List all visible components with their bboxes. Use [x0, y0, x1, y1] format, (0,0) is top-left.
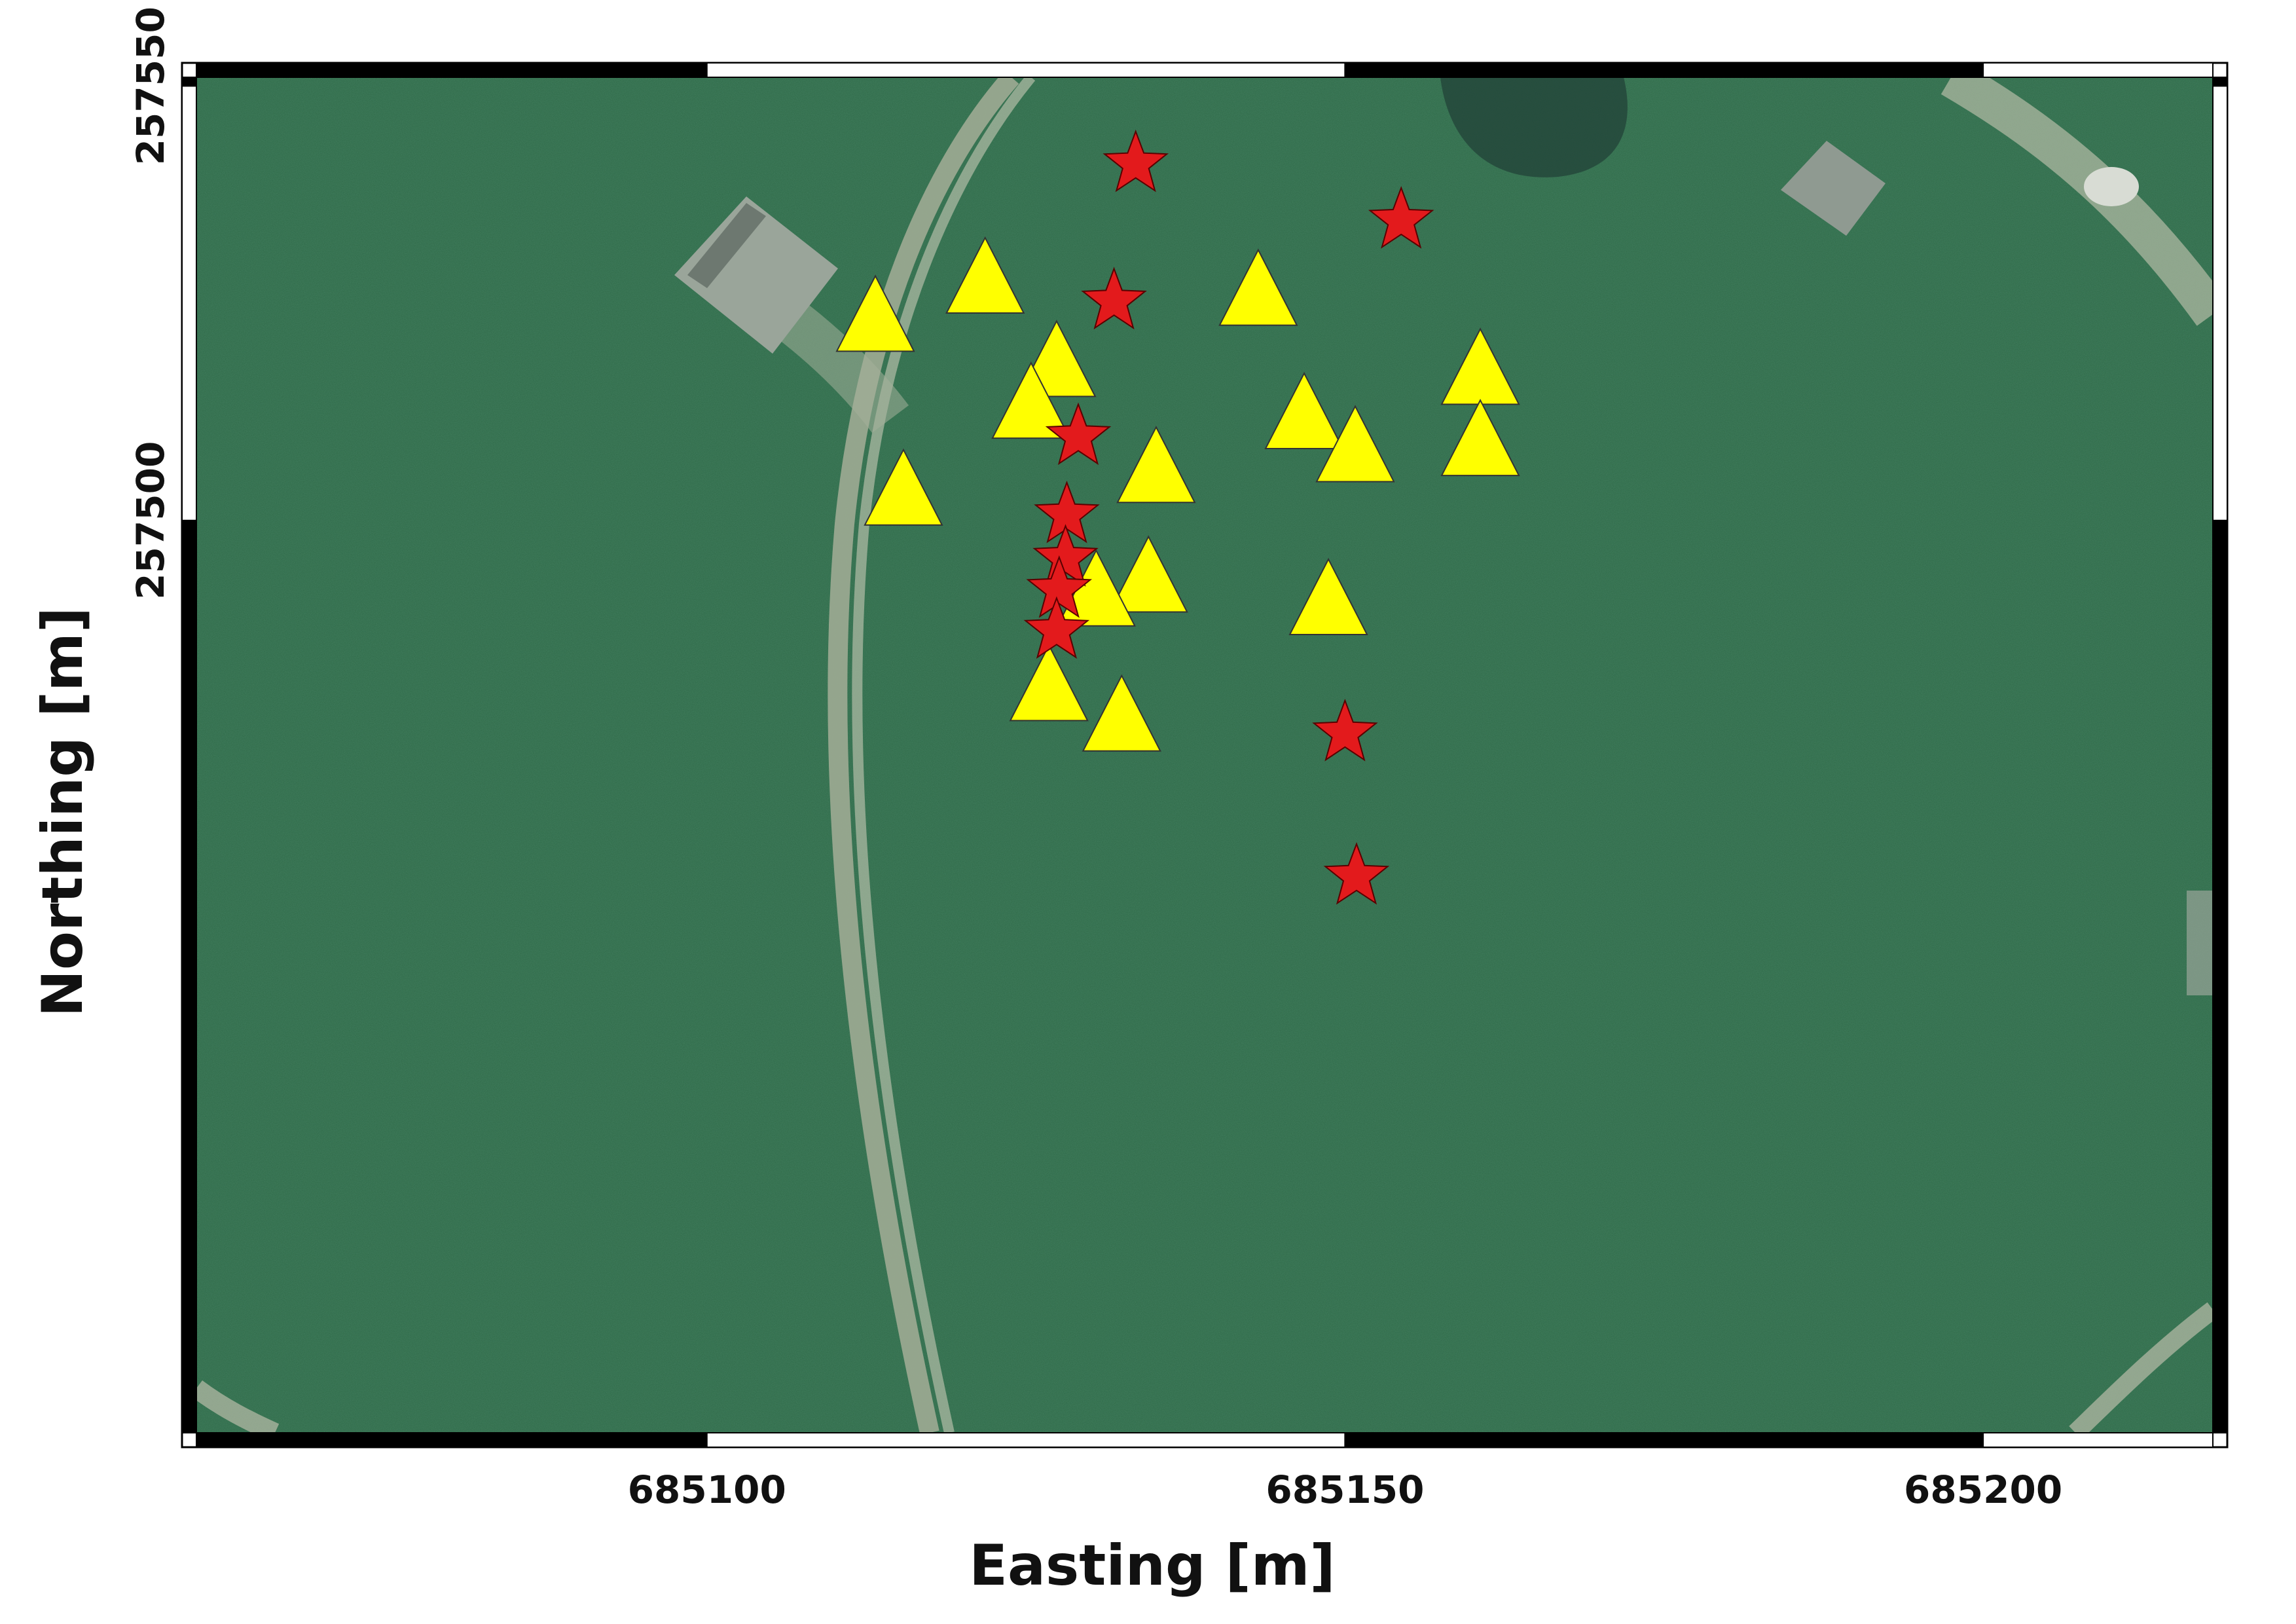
dirt-track-inner [828, 77, 1019, 1433]
station-triangle-marker [945, 236, 1025, 314]
x-axis-title: Easting [m] [969, 1533, 1336, 1598]
frame-segment-bottom [1982, 1432, 2214, 1448]
dark-tree-patch [1440, 77, 1628, 177]
marker-layer [835, 129, 1520, 905]
grass-texture [196, 77, 2213, 1433]
frame-segment-right [2212, 85, 2228, 521]
building-right [1781, 141, 1886, 236]
station-triangle-marker [1440, 398, 1520, 477]
map-frame [181, 62, 2229, 1449]
dirt-track-bottom-right [2069, 1302, 2213, 1433]
station-triangle-marker [1082, 674, 1161, 752]
station-triangle-marker [835, 274, 915, 352]
event-star-marker [1081, 267, 1147, 330]
station-triangle-marker [1218, 248, 1298, 326]
frame-segment-left [181, 77, 197, 87]
dirt-track-top-right [1941, 77, 2213, 326]
right-edge-structure [2187, 891, 2213, 995]
frame-segment-bottom [196, 1432, 708, 1448]
station-triangle-marker [864, 448, 943, 526]
event-star-marker [1312, 698, 1378, 762]
frame-segment-left [181, 519, 197, 1434]
frame-segment-bottom [1344, 1432, 1984, 1448]
frame-segment-top [196, 62, 708, 78]
vehicle [2084, 167, 2139, 206]
x-tick-label: 685150 [1266, 1467, 1424, 1512]
event-star-marker [1023, 596, 1090, 659]
frame-segment-top [1982, 62, 2214, 78]
frame-segment-top [706, 62, 1346, 78]
station-triangle-marker [1108, 535, 1188, 613]
x-tick-labels: 685100 685150 685200 [628, 1467, 2063, 1512]
event-star-marker [1368, 186, 1434, 249]
x-tick-label: 685100 [628, 1467, 786, 1512]
station-triangle-marker [1116, 426, 1196, 504]
frame-segment-top [1344, 62, 1984, 78]
building-left [674, 196, 838, 354]
frame-segment-bottom [706, 1432, 1346, 1448]
dirt-track-bottom-left [196, 1380, 280, 1433]
event-star-marker [1045, 402, 1112, 466]
x-tick-label: 685200 [1904, 1467, 2062, 1512]
station-triangle-marker [991, 361, 1071, 439]
y-axis-title: Northing [m] [30, 607, 96, 1017]
aerial-imagery [196, 77, 2213, 1433]
event-star-marker [1102, 129, 1169, 193]
frame-segment-left [181, 85, 197, 521]
dirt-track-outer [852, 77, 1036, 1433]
y-tick-labels: 257500 257550 [128, 7, 173, 600]
frame-segment-right [2212, 519, 2228, 1434]
building-left-roof [687, 203, 766, 288]
event-star-marker [1323, 841, 1390, 905]
station-triangle-marker [1009, 644, 1089, 722]
y-tick-label: 257550 [128, 7, 173, 165]
station-triangle-marker [1315, 405, 1395, 483]
station-triangle-marker [1264, 371, 1344, 450]
frame-segment-right [2212, 77, 2228, 87]
y-tick-label: 257500 [128, 441, 173, 600]
station-triangle-marker [1288, 557, 1368, 635]
